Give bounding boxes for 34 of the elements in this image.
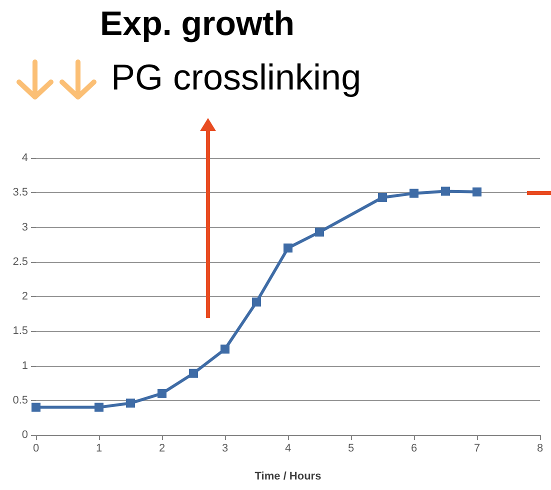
point bbox=[189, 368, 198, 378]
chart-title: Exp. growth bbox=[100, 5, 295, 43]
x-tick-label: 6 bbox=[410, 442, 418, 454]
point bbox=[284, 244, 292, 253]
y-tick-label: 3 bbox=[22, 221, 28, 234]
point bbox=[158, 388, 166, 398]
x-tick-label: 5 bbox=[348, 442, 354, 454]
y-tick-label: 0.5 bbox=[12, 394, 28, 406]
x-tick-label: 1 bbox=[96, 442, 102, 454]
point bbox=[126, 398, 135, 408]
x-tick-label: 7 bbox=[474, 442, 480, 454]
x-tick-label: 8 bbox=[536, 442, 544, 454]
point bbox=[410, 188, 418, 198]
y-tick-label: 0 bbox=[22, 429, 28, 441]
y-tick-label: 4 bbox=[22, 152, 28, 164]
point bbox=[315, 228, 324, 237]
point bbox=[378, 192, 387, 202]
point bbox=[252, 298, 261, 307]
x-tick-label: 3 bbox=[222, 442, 228, 454]
y-tick-label: 1.5 bbox=[12, 325, 28, 338]
point bbox=[32, 402, 40, 412]
x-tick-label: 4 bbox=[284, 442, 292, 454]
point bbox=[94, 402, 104, 412]
chart-subtitle: PG crosslinking bbox=[111, 56, 362, 98]
y-tick-label: 2.5 bbox=[12, 256, 28, 268]
x-axis-title: Time / Hours bbox=[254, 470, 322, 482]
point bbox=[441, 186, 450, 196]
point bbox=[472, 187, 482, 196]
point bbox=[220, 344, 230, 354]
x-tick-label: 2 bbox=[158, 442, 166, 454]
y-tick-label: 3.5 bbox=[12, 186, 28, 199]
y-tick-label: 2 bbox=[22, 290, 28, 302]
y-tick-label: 1 bbox=[22, 360, 28, 372]
x-tick-label: 0 bbox=[32, 442, 40, 454]
